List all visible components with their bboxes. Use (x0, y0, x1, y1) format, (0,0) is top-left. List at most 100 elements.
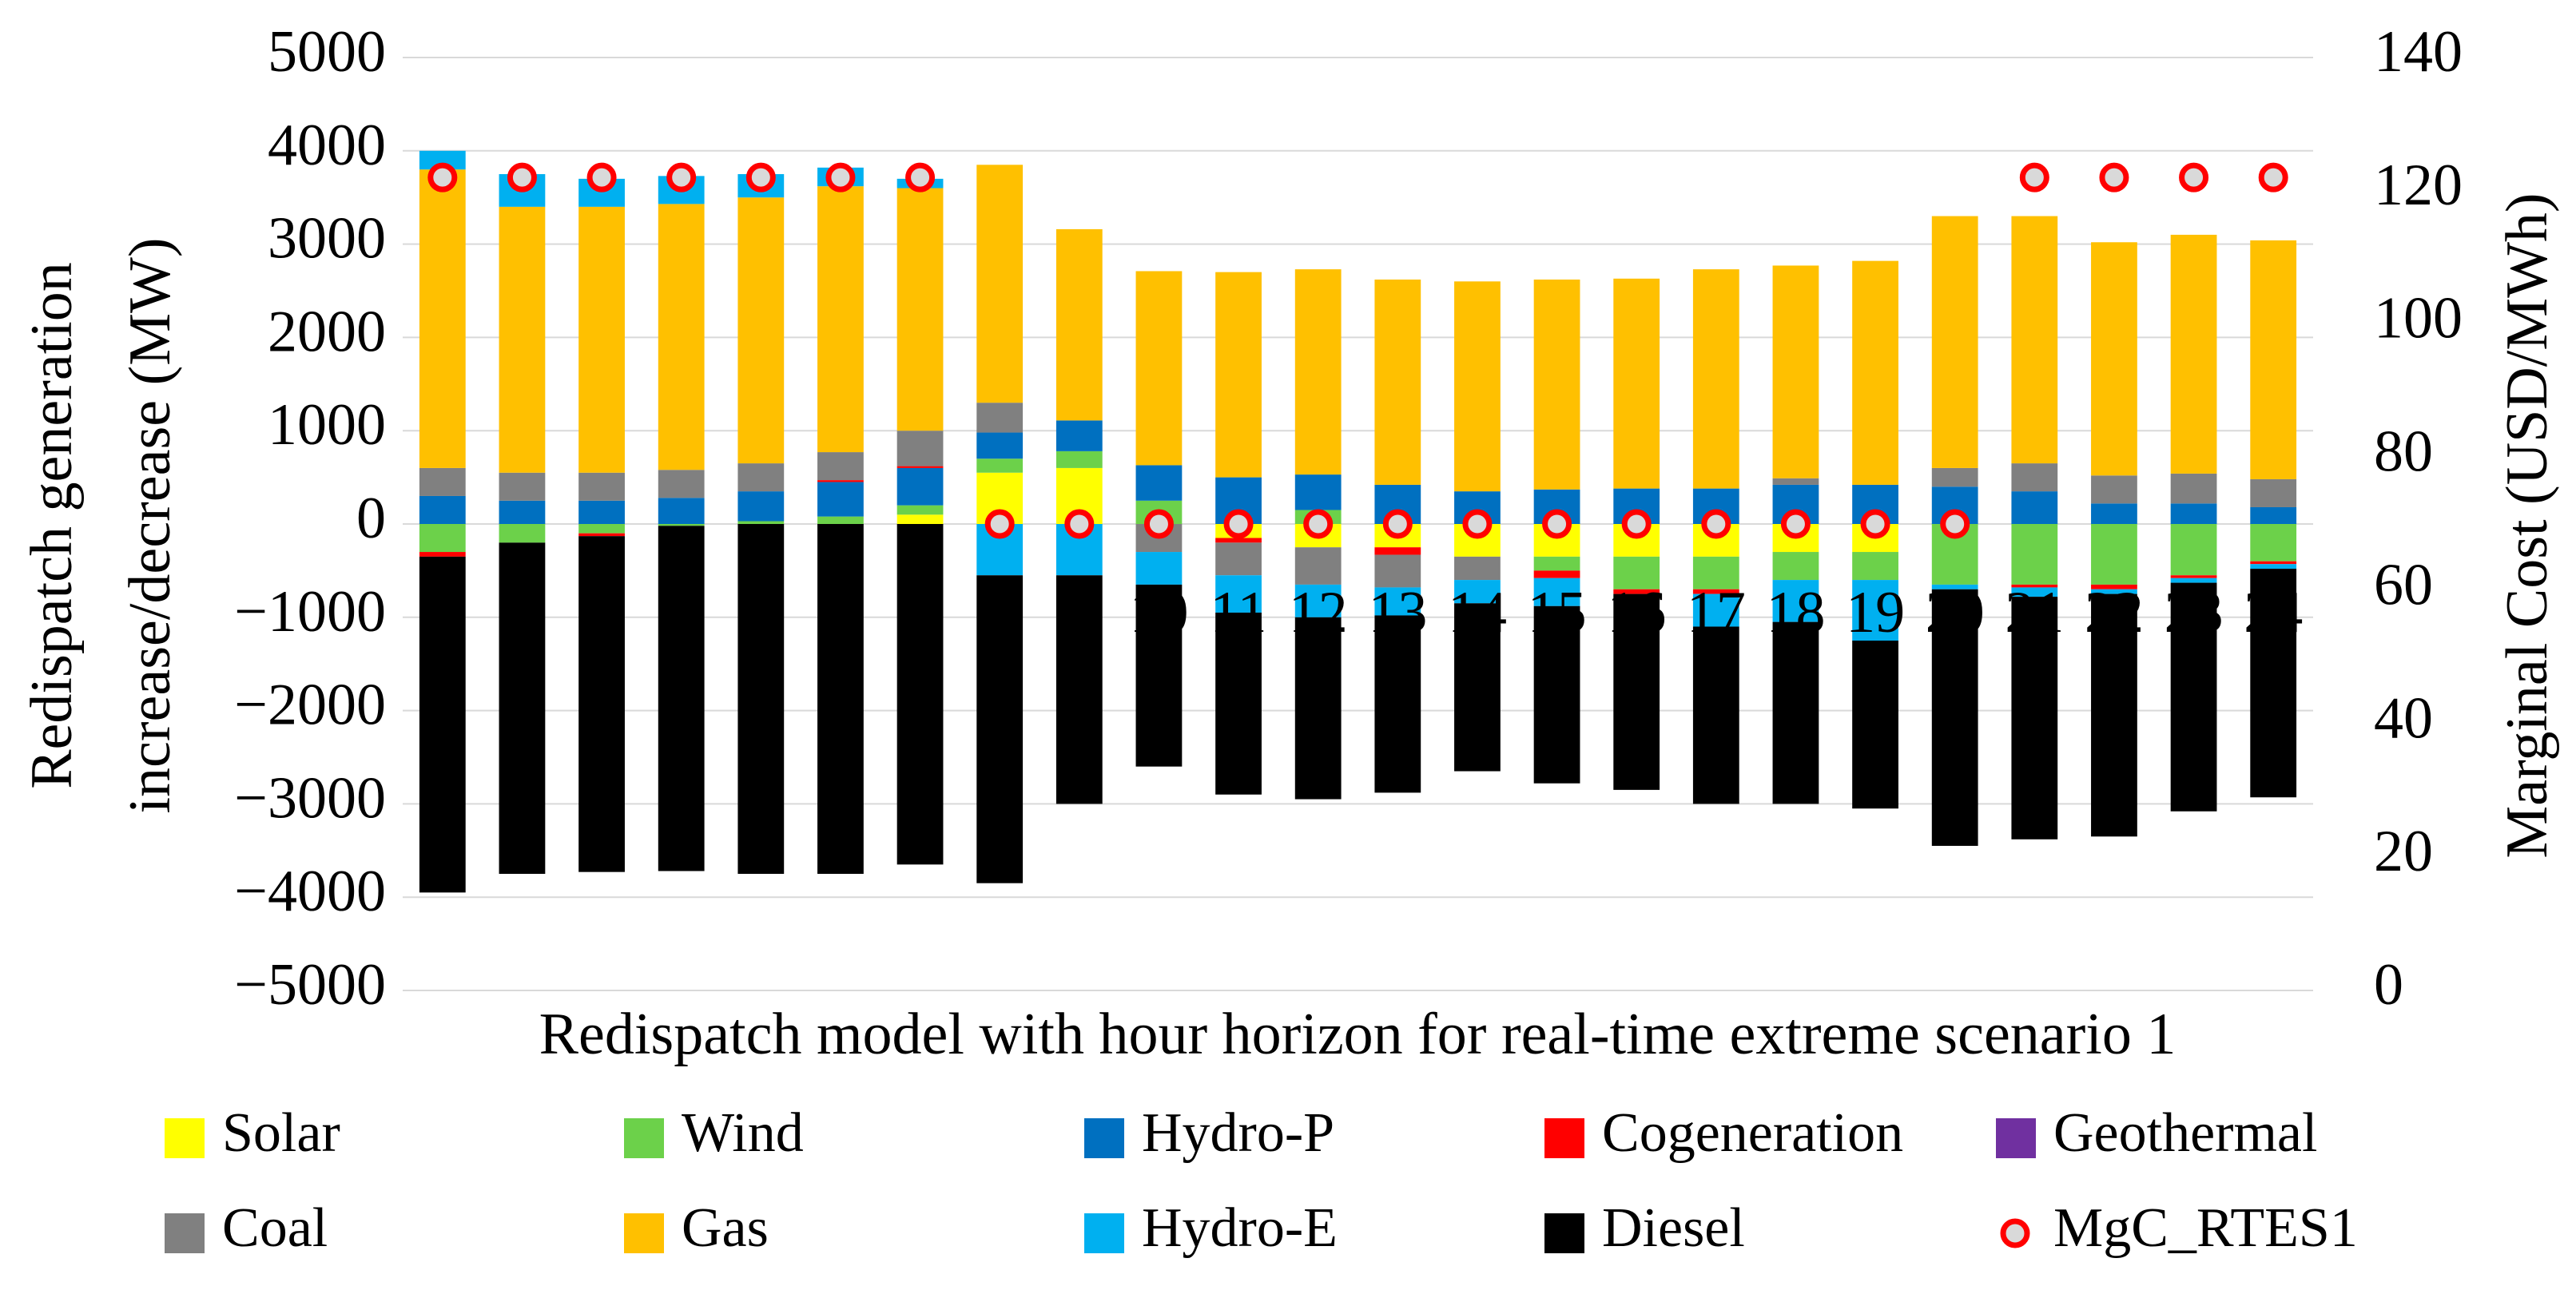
legend-swatch (624, 1118, 664, 1158)
bar-segment (737, 491, 785, 522)
bar-segment (2170, 234, 2217, 474)
bar-segment (419, 556, 466, 893)
bar-segment (1772, 621, 1819, 804)
legend-swatch (1544, 1118, 1584, 1158)
bar-segment (578, 536, 625, 872)
legend-label: Cogeneration (1602, 1102, 1903, 1164)
y-tick-label: −3000 (234, 765, 386, 831)
bar-segment (817, 516, 864, 524)
y2-tick-label: 60 (2374, 552, 2433, 617)
bar-segment (2091, 584, 2137, 589)
bar-segment (1454, 281, 1501, 492)
bar-segment (1374, 615, 1421, 793)
y-tick-label: −1000 (234, 579, 386, 645)
marker (2019, 162, 2049, 193)
bar-segment (2250, 564, 2297, 570)
x-tick-label: 13 (1368, 580, 1427, 645)
bar-segment (1215, 575, 1262, 613)
grid (403, 57, 2313, 991)
bar-segment (499, 500, 546, 524)
legend-label: Hydro-P (1142, 1102, 1334, 1164)
marker (1303, 509, 1334, 539)
bar-segment (1533, 556, 1580, 571)
bar-segment (1374, 554, 1421, 588)
bar-segment (1454, 580, 1501, 604)
bar-segment (817, 482, 864, 517)
marker (984, 509, 1015, 539)
marker (825, 162, 856, 193)
bar-segment (658, 470, 705, 498)
legend-label: Coal (222, 1197, 328, 1259)
bar-segment (1135, 465, 1183, 501)
bar-segment (1772, 580, 1819, 622)
y-axis-title: Redispatch generation (19, 262, 85, 789)
y-tick-label: −5000 (234, 952, 386, 1018)
legend-label: Diesel (1602, 1197, 1745, 1259)
bar-segment (1931, 589, 1978, 846)
bar-segment (1055, 420, 1103, 451)
bar-segment (1135, 271, 1183, 466)
marker (427, 162, 458, 193)
x-tick-label: 21 (2005, 580, 2064, 645)
bar-segment (419, 552, 466, 557)
bar-segment (976, 575, 1024, 883)
legend-label: Hydro-E (1142, 1197, 1338, 1259)
marker (507, 162, 537, 193)
marker (1382, 509, 1413, 539)
bar-segment (817, 480, 864, 482)
legend-swatch (165, 1118, 205, 1158)
bar-segment (1055, 228, 1103, 421)
legend-marker (2000, 1218, 2030, 1248)
legend-label: Solar (222, 1102, 340, 1164)
x-tick-label: 15 (1528, 580, 1587, 645)
legend-label: MgC_RTES1 (2053, 1197, 2358, 1259)
marker (905, 162, 936, 193)
bar-segment (1135, 584, 1183, 767)
bar-segment (737, 521, 785, 524)
bar-segment (1931, 584, 1978, 589)
bar-segment (976, 403, 1024, 433)
bar-segment (896, 188, 944, 431)
bar-segment (1772, 552, 1819, 581)
bars (419, 150, 2297, 893)
bar-segment (1533, 570, 1580, 578)
x-tick-label: 18 (1766, 580, 1825, 645)
x-tick-label: 20 (1926, 580, 1985, 645)
bar-segment (2011, 587, 2058, 597)
legend-swatch (1084, 1118, 1124, 1158)
marker (1064, 509, 1095, 539)
legend-swatch (1544, 1213, 1584, 1253)
bar-segment (578, 206, 625, 473)
legend-swatch (165, 1213, 205, 1253)
bar-segment (1055, 575, 1103, 804)
bar-segment (1055, 451, 1103, 468)
bar-segment (1613, 593, 1660, 790)
bar-segment (2170, 575, 2217, 578)
marker (1462, 509, 1493, 539)
bar-segment (419, 169, 466, 468)
bar-segment (2250, 569, 2297, 798)
marker (2099, 162, 2129, 193)
bar-segment (1294, 584, 1342, 617)
bar-segment (2091, 589, 2137, 594)
bar-segment (658, 526, 705, 871)
marker (745, 162, 776, 193)
y2-tick-label: 0 (2374, 952, 2403, 1018)
bar-segment (1533, 578, 1580, 606)
y-tick-label: 0 (356, 486, 386, 551)
x-tick-label: 23 (2165, 580, 2224, 645)
bar-segment (1692, 589, 1739, 594)
legend-label: Wind (682, 1102, 804, 1164)
bar-segment (419, 524, 466, 553)
bar-segment (896, 514, 944, 524)
bar-segment (499, 524, 546, 543)
bar-segment (2091, 475, 2137, 504)
bar-segment (2011, 216, 2058, 464)
marker (1223, 509, 1254, 539)
bar-segment (1931, 467, 1978, 487)
bar-segment (658, 204, 705, 470)
x-axis-title: Redispatch model with hour horizon for r… (539, 1002, 2176, 1067)
marker (1860, 509, 1890, 539)
marker (2258, 162, 2288, 193)
